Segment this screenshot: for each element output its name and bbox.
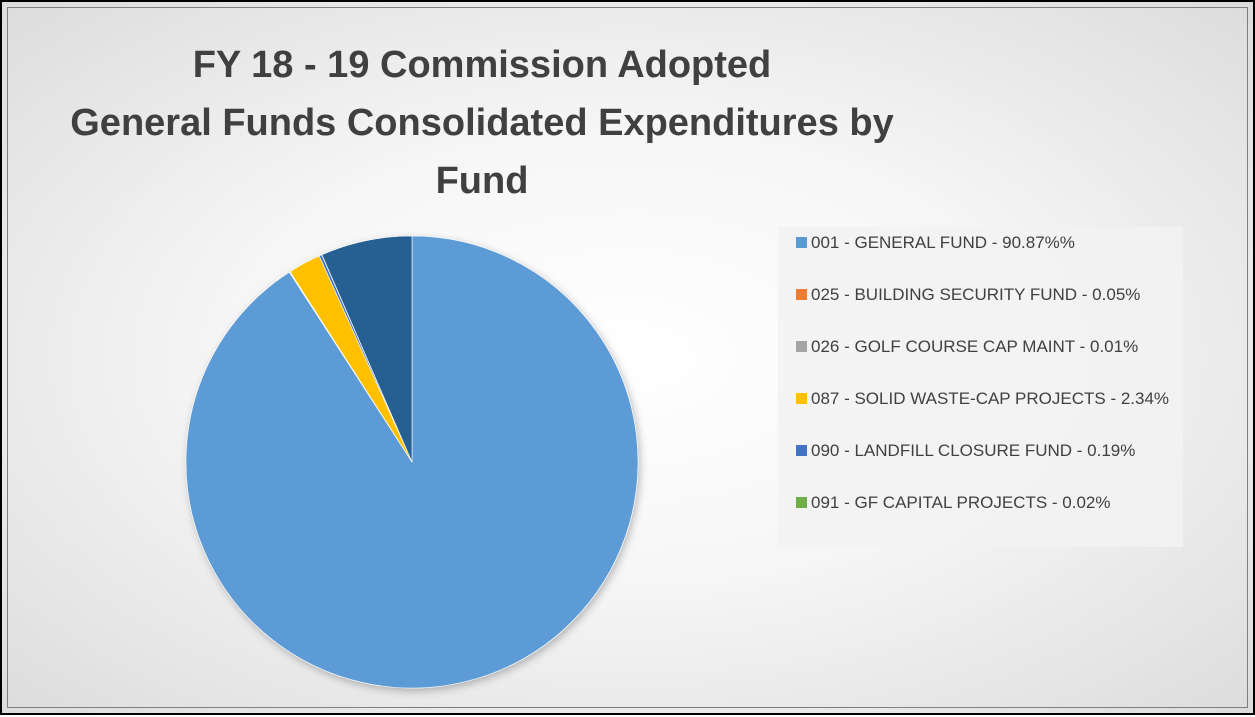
legend-label: 090 - LANDFILL CLOSURE FUND - 0.19%: [811, 441, 1136, 460]
legend-swatch: [796, 237, 807, 248]
chart-title-line-3: Fund: [435, 160, 529, 202]
legend-label: 025 - BUILDING SECURITY FUND - 0.05%: [811, 285, 1141, 304]
chart-title: FY 18 - 19 Commission Adopted General Fu…: [32, 36, 932, 210]
legend-item: 025 - BUILDING SECURITY FUND - 0.05%: [796, 283, 1176, 307]
legend-item: 090 - LANDFILL CLOSURE FUND - 0.19%: [796, 439, 1176, 463]
legend-label: 026 - GOLF COURSE CAP MAINT - 0.01%: [811, 337, 1139, 356]
legend-item: 087 - SOLID WASTE-CAP PROJECTS - 2.34%: [796, 387, 1176, 411]
legend-swatch: [796, 497, 807, 508]
legend-swatch: [796, 289, 807, 300]
legend-item: 026 - GOLF COURSE CAP MAINT - 0.01%: [796, 335, 1176, 359]
legend-swatch: [796, 341, 807, 352]
legend-label: 087 - SOLID WASTE-CAP PROJECTS - 2.34%: [811, 389, 1170, 408]
chart-legend: 001 - GENERAL FUND - 90.87%% 025 - BUILD…: [778, 227, 1183, 547]
chart-title-line-1: FY 18 - 19 Commission Adopted: [192, 44, 772, 86]
legend-swatch: [796, 445, 807, 456]
chart-title-line-2: General Funds Consolidated Expenditures …: [70, 102, 894, 144]
legend-swatch: [796, 393, 807, 404]
pie-slice-6: [321, 235, 413, 463]
legend-label: 091 - GF CAPITAL PROJECTS - 0.02%: [811, 493, 1111, 512]
legend-item: 091 - GF CAPITAL PROJECTS - 0.02%: [796, 491, 1176, 515]
legend-label: 001 - GENERAL FUND - 90.87%%: [811, 233, 1075, 252]
legend-item: 001 - GENERAL FUND - 90.87%%: [796, 231, 1176, 255]
